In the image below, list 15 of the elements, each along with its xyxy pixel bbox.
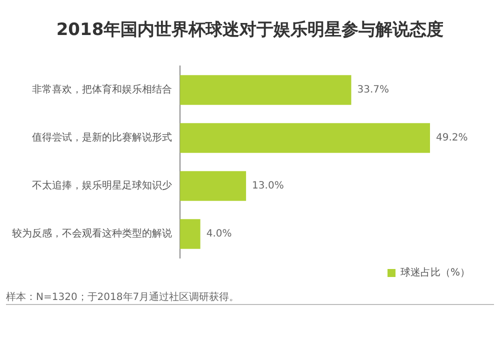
- data-label: 4.0%: [206, 228, 232, 240]
- bar: [180, 171, 246, 201]
- y-tick-label: 较为反感，不会观看这种类型的解说: [12, 228, 172, 240]
- bar: [180, 219, 200, 249]
- y-tick-label: 非常喜欢，把体育和娱乐相结合: [32, 84, 172, 96]
- y-tick-label: 不太追捧，娱乐明星足球知识少: [32, 180, 172, 192]
- legend-label: 球迷占比（%）: [400, 266, 470, 279]
- data-label: 49.2%: [436, 132, 468, 144]
- bar: [180, 123, 430, 153]
- y-tick-label: 值得尝试，是新的比赛解说形式: [32, 132, 172, 144]
- chart-title: 2018年国内世界杯球迷对于娱乐明星参与解说态度: [55, 19, 445, 41]
- data-label: 13.0%: [252, 180, 284, 192]
- text: 样本：N=1320；于2018年7月通过社区调研获得。: [6, 290, 240, 304]
- bar: [180, 75, 352, 105]
- data-label: 33.7%: [357, 84, 390, 96]
